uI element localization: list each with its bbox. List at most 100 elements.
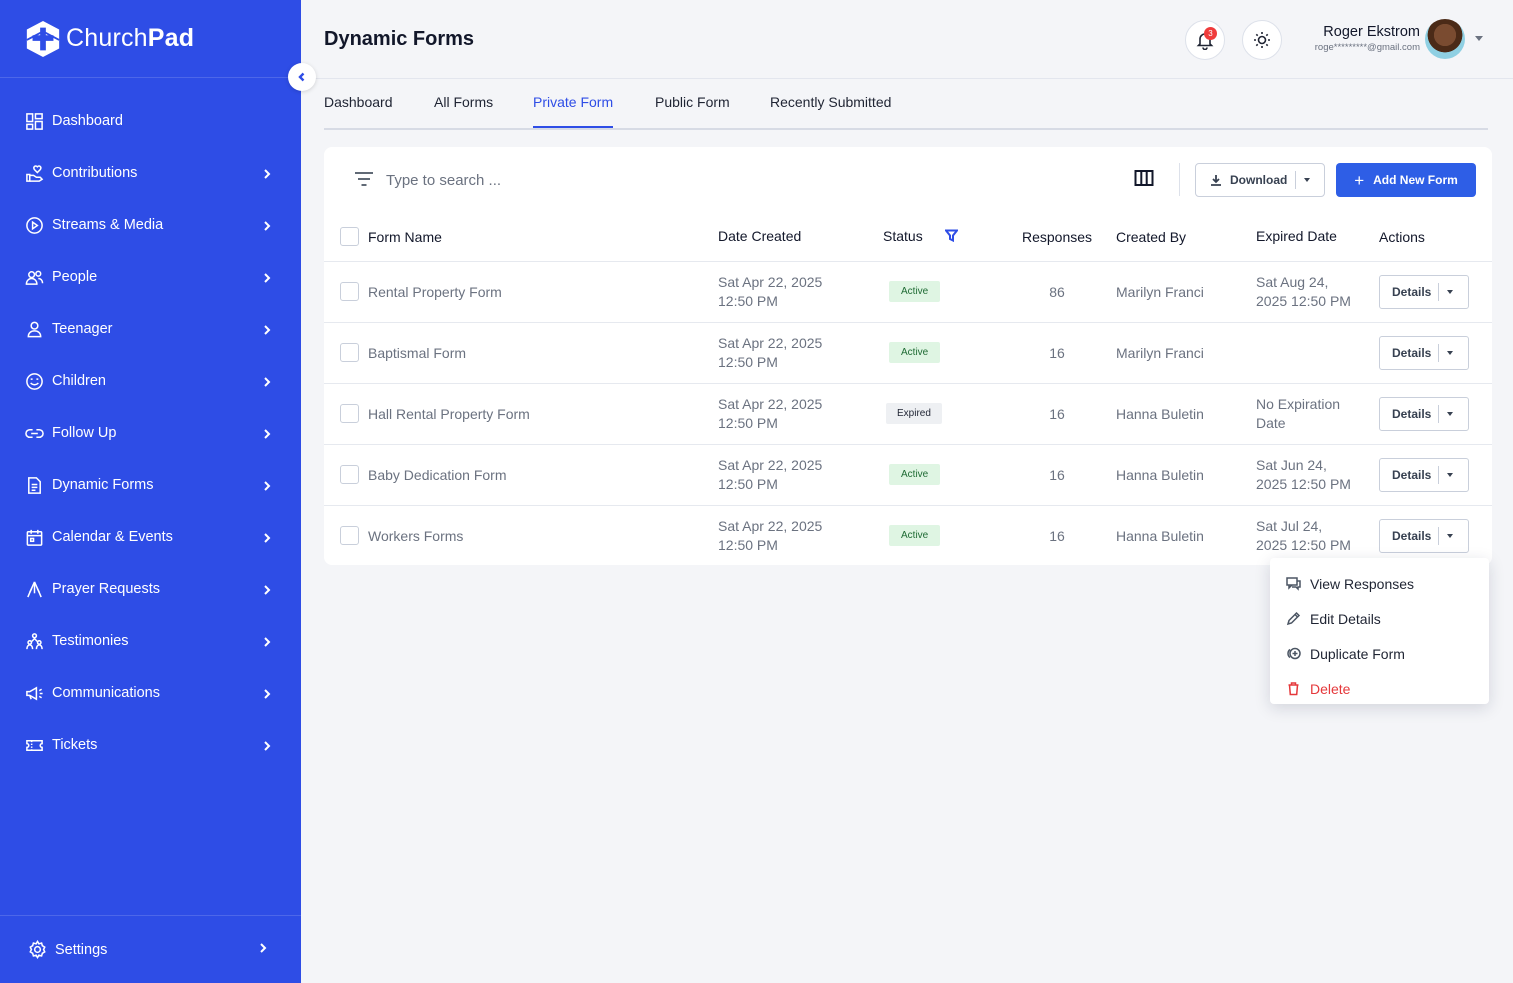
details-button[interactable]: Details bbox=[1379, 274, 1469, 309]
sidebar-item-prayer-requests[interactable]: Prayer Requests bbox=[0, 563, 301, 615]
sidebar-item-calendar-events[interactable]: Calendar & Events bbox=[0, 511, 301, 563]
sidebar-item-communications[interactable]: Communications bbox=[0, 667, 301, 719]
details-button[interactable]: Details bbox=[1379, 457, 1469, 492]
user-menu-caret-icon[interactable] bbox=[1475, 36, 1483, 41]
row-checkbox[interactable] bbox=[340, 526, 359, 546]
brand[interactable]: ChurchPad bbox=[0, 0, 301, 78]
row-checkbox[interactable] bbox=[340, 404, 359, 423]
chevron-right-icon bbox=[261, 739, 273, 751]
button-split-divider bbox=[1438, 282, 1440, 301]
chevron-down-icon[interactable] bbox=[1447, 411, 1454, 416]
header-expired-date[interactable]: Expired Date bbox=[1256, 213, 1379, 262]
status-badge: Active bbox=[889, 464, 941, 485]
collapse-sidebar-button[interactable] bbox=[288, 63, 316, 91]
form-name-cell[interactable]: Baby Dedication Form bbox=[368, 466, 507, 483]
avatar[interactable] bbox=[1425, 19, 1465, 59]
forms-card: Download + Add New Form Form Name Date C… bbox=[324, 147, 1492, 565]
tab-public-form[interactable]: Public Form bbox=[655, 94, 730, 110]
date-created-cell: Sat Apr 22, 2025 12:50 PM bbox=[718, 383, 883, 444]
sidebar-item-label: Dashboard bbox=[52, 113, 123, 129]
header-form-name[interactable]: Form Name bbox=[368, 213, 718, 262]
download-button[interactable]: Download bbox=[1195, 163, 1325, 197]
user-info[interactable]: Roger Ekstrom roge*********@gmail.com bbox=[1315, 24, 1420, 53]
sidebar-item-testimonies[interactable]: Testimonies bbox=[0, 615, 301, 667]
exp-line2: 2025 12:50 PM bbox=[1256, 292, 1351, 309]
tab-dashboard[interactable]: Dashboard bbox=[324, 94, 393, 110]
table-row: Hall Rental Property Form Sat Apr 22, 20… bbox=[324, 383, 1492, 444]
menu-item-delete[interactable]: Delete bbox=[1270, 671, 1489, 706]
row-checkbox[interactable] bbox=[340, 343, 359, 362]
sidebar-item-tickets[interactable]: Tickets bbox=[0, 719, 301, 771]
row-checkbox[interactable] bbox=[340, 282, 359, 301]
header-status[interactable]: Status bbox=[883, 213, 998, 262]
funnel-filter-icon[interactable] bbox=[943, 229, 959, 245]
date-line2: 12:50 PM bbox=[718, 292, 778, 309]
add-new-form-button[interactable]: + Add New Form bbox=[1336, 163, 1476, 197]
search-input[interactable] bbox=[386, 167, 746, 193]
chevron-down-icon[interactable] bbox=[1447, 472, 1454, 477]
sidebar-item-streams-media[interactable]: Streams & Media bbox=[0, 199, 301, 251]
date-created-cell: Sat Apr 22, 2025 12:50 PM bbox=[718, 505, 883, 566]
header-date-created[interactable]: Date Created bbox=[718, 213, 883, 262]
date-line2: 12:50 PM bbox=[718, 414, 778, 431]
menu-item-duplicate-form[interactable]: Duplicate Form bbox=[1270, 636, 1489, 671]
sun-icon bbox=[1254, 32, 1270, 48]
form-name-cell[interactable]: Hall Rental Property Form bbox=[368, 405, 530, 422]
created-by-cell: Hanna Buletin bbox=[1116, 527, 1204, 544]
sidebar: ChurchPad Dashboard Contributions Stream… bbox=[0, 0, 301, 983]
exp-line1: No Expiration bbox=[1256, 395, 1341, 412]
sidebar-item-follow-up[interactable]: Follow Up bbox=[0, 407, 301, 459]
chevron-down-icon[interactable] bbox=[1447, 533, 1454, 538]
menu-item-view-responses[interactable]: View Responses bbox=[1270, 566, 1489, 601]
tab-all-forms[interactable]: All Forms bbox=[434, 94, 494, 110]
theme-toggle-button[interactable] bbox=[1242, 20, 1282, 60]
churchpad-logo-icon bbox=[26, 20, 60, 57]
menu-item-edit-details[interactable]: Edit Details bbox=[1270, 601, 1489, 636]
status-cell: Active bbox=[883, 444, 998, 505]
sidebar-item-label: Settings bbox=[55, 941, 108, 958]
status-cell: Active bbox=[883, 322, 998, 383]
sidebar-item-label: Testimonies bbox=[52, 633, 129, 649]
details-button[interactable]: Details bbox=[1379, 518, 1469, 553]
sidebar-item-dashboard[interactable]: Dashboard bbox=[0, 95, 301, 147]
actions-cell: Details bbox=[1379, 505, 1492, 566]
details-button[interactable]: Details bbox=[1379, 335, 1469, 370]
form-name-cell[interactable]: Baptismal Form bbox=[368, 344, 467, 361]
header-created-by[interactable]: Created By bbox=[1116, 213, 1256, 262]
sidebar-item-people[interactable]: People bbox=[0, 251, 301, 303]
tab-private-form[interactable]: Private Form bbox=[533, 94, 614, 128]
forms-table: Form Name Date Created Status Responses … bbox=[324, 213, 1492, 566]
chevron-down-icon[interactable] bbox=[1447, 289, 1454, 294]
chevron-down-icon[interactable] bbox=[1304, 178, 1311, 182]
columns-icon[interactable] bbox=[1134, 169, 1156, 189]
sidebar-item-settings[interactable]: Settings bbox=[0, 915, 301, 983]
details-button[interactable]: Details bbox=[1379, 396, 1469, 431]
calendar-icon bbox=[24, 527, 44, 547]
sidebar-item-contributions[interactable]: Contributions bbox=[0, 147, 301, 199]
form-name-cell[interactable]: Workers Forms bbox=[368, 527, 464, 544]
form-name-cell[interactable]: Rental Property Form bbox=[368, 283, 502, 300]
chevron-down-icon[interactable] bbox=[1447, 350, 1454, 355]
play-circle-icon bbox=[24, 215, 44, 235]
sidebar-item-teenager[interactable]: Teenager bbox=[0, 303, 301, 355]
link-icon bbox=[24, 423, 44, 443]
actions-cell: Details bbox=[1379, 261, 1492, 322]
sidebar-item-dynamic-forms[interactable]: Dynamic Forms bbox=[0, 459, 301, 511]
filter-lines-icon[interactable] bbox=[354, 171, 374, 187]
row-select-cell bbox=[324, 383, 368, 444]
notifications-button[interactable]: 3 bbox=[1185, 20, 1225, 60]
sidebar-item-label: People bbox=[52, 269, 98, 285]
people-icon bbox=[24, 267, 44, 287]
sidebar-item-children[interactable]: Children bbox=[0, 355, 301, 407]
tab-recently-submitted[interactable]: Recently Submitted bbox=[770, 94, 892, 110]
brand-name: ChurchPad bbox=[66, 24, 195, 52]
row-checkbox[interactable] bbox=[340, 465, 359, 484]
sidebar-item-label: Calendar & Events bbox=[52, 529, 173, 545]
table-row: Rental Property Form Sat Apr 22, 2025 12:… bbox=[324, 261, 1492, 322]
header-responses[interactable]: Responses bbox=[998, 213, 1116, 262]
actions-cell: Details bbox=[1379, 322, 1492, 383]
plus-icon: + bbox=[1354, 170, 1365, 190]
responses-cell: 16 bbox=[1049, 466, 1065, 483]
select-all-checkbox[interactable] bbox=[340, 227, 359, 247]
table-toolbar: Download + Add New Form bbox=[324, 147, 1492, 213]
